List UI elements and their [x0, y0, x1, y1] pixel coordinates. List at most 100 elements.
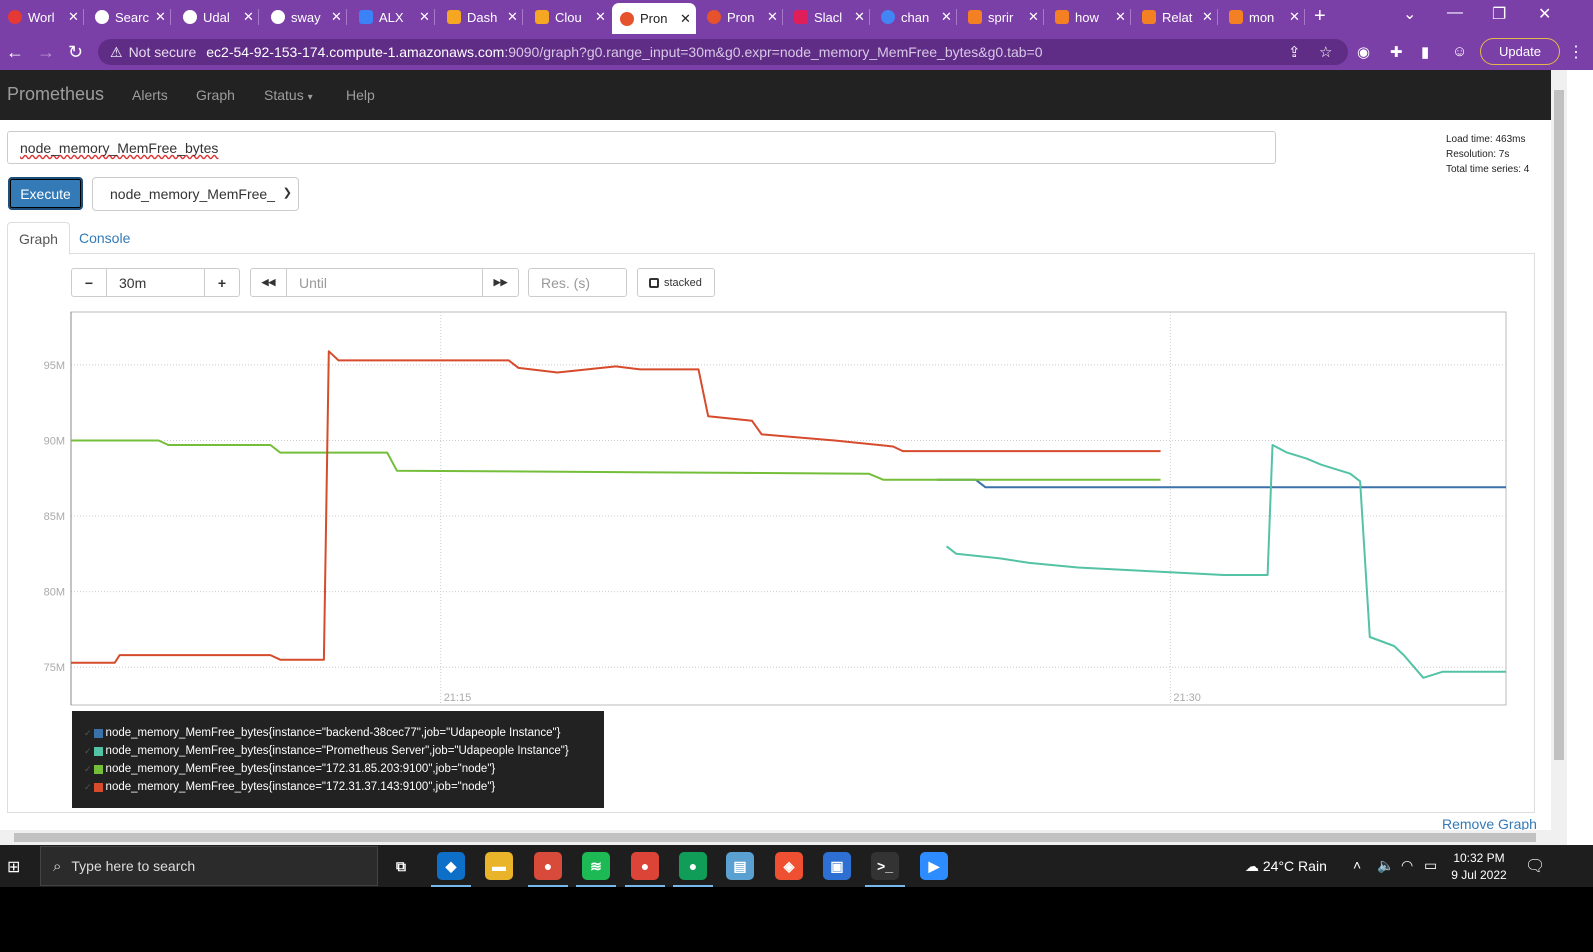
browser-tab[interactable]: mon ✕ — [1221, 5, 1305, 29]
close-tab-icon[interactable]: ✕ — [331, 9, 342, 24]
browser-tab[interactable]: Relat ✕ — [1134, 5, 1218, 29]
weather-widget[interactable]: ☁ 24°C Rain — [1245, 858, 1327, 875]
resolution-input[interactable]: Res. (s) — [528, 268, 627, 297]
tab-separator — [1043, 9, 1044, 25]
nav-graph[interactable]: Graph — [196, 87, 235, 103]
git-icon[interactable]: ◈ — [775, 852, 803, 880]
tab-console[interactable]: Console — [79, 230, 131, 246]
expression-input[interactable]: node_memory_MemFree_bytes — [7, 131, 1276, 164]
browser-tab[interactable]: Searc ✕ — [87, 5, 171, 29]
update-button[interactable]: Update — [1480, 38, 1560, 65]
forward-button[interactable]: ▶▶ — [482, 268, 519, 297]
tab-graph[interactable]: Graph — [7, 222, 70, 255]
browser-tab[interactable]: Clou ✕ — [527, 5, 611, 29]
bookmark-star-icon[interactable]: ☆ — [1319, 44, 1333, 61]
aws-box-icon — [535, 10, 549, 24]
range-input[interactable]: 30m — [106, 268, 205, 297]
chrome-profile-icon[interactable]: ● — [528, 852, 568, 887]
volume-icon[interactable]: 🔈 — [1377, 857, 1395, 873]
browser-tab[interactable]: chan ✕ — [873, 5, 957, 29]
nav-help[interactable]: Help — [346, 87, 375, 103]
brand-link[interactable]: Prometheus — [7, 84, 105, 104]
taskbar-search[interactable]: ⌕ Type here to search — [40, 846, 378, 886]
browser-tab[interactable]: Pron ✕ — [699, 5, 783, 29]
close-tab-icon[interactable]: ✕ — [767, 9, 778, 24]
browser-tab[interactable]: Worl ✕ — [0, 5, 84, 29]
range-decrease-button[interactable]: − — [71, 268, 107, 297]
browser-tab[interactable]: sprir ✕ — [960, 5, 1044, 29]
terminal-icon[interactable]: >_ — [865, 852, 905, 887]
windows-start-icon[interactable]: ⊞ — [7, 859, 21, 876]
close-tab-icon[interactable]: ✕ — [1028, 9, 1039, 24]
clock[interactable]: 10:32 PM 9 Jul 2022 — [1450, 850, 1508, 884]
scrollbar-thumb-vertical[interactable] — [1554, 90, 1564, 760]
browser-tab[interactable]: ALX ✕ — [351, 5, 435, 29]
legend-entry[interactable]: ✓ node_memory_MemFree_bytes{instance="Pro… — [84, 742, 604, 760]
task-view-icon[interactable]: ⧉ — [387, 852, 415, 880]
notification-icon[interactable]: 🗨 — [1525, 858, 1546, 875]
address-bar[interactable]: ⚠ Not secure ec2-54-92-153-174.compute-1… — [98, 39, 1348, 65]
file-explorer-icon[interactable]: ▬ — [485, 852, 513, 880]
legend-entry[interactable]: ✓ node_memory_MemFree_bytes{instance="172… — [84, 760, 604, 778]
notepad-icon[interactable]: ▤ — [726, 852, 754, 880]
browser-tab[interactable]: how ✕ — [1047, 5, 1131, 29]
sidepanel-icon[interactable]: ▮ — [1421, 44, 1430, 61]
menu-kebab-icon[interactable]: ⋮ — [1568, 44, 1584, 61]
nav-status[interactable]: Status ▾ — [264, 87, 313, 103]
reload-icon[interactable]: ↻ — [68, 42, 84, 62]
spotify-icon[interactable]: ≋ — [576, 852, 616, 887]
close-tab-icon[interactable]: ✕ — [941, 9, 952, 24]
close-tab-icon[interactable]: ✕ — [854, 9, 865, 24]
tab-separator — [956, 9, 957, 25]
remote-desktop-icon[interactable]: ▣ — [823, 852, 851, 880]
forward-icon[interactable]: → — [37, 42, 55, 62]
browser-tab[interactable]: Slacl ✕ — [786, 5, 870, 29]
close-tab-icon[interactable]: ✕ — [1289, 9, 1300, 24]
horizontal-scrollbar[interactable] — [0, 830, 1551, 845]
tab-title: Clou — [555, 9, 582, 25]
legend-entry[interactable]: ✓ node_memory_MemFree_bytes{instance="bac… — [84, 724, 604, 742]
close-tab-icon[interactable]: ✕ — [243, 9, 254, 24]
stacked-toggle[interactable]: stacked — [637, 268, 715, 297]
puzzle-icon[interactable]: ✚ — [1390, 44, 1403, 61]
browser-tab[interactable]: sway ✕ — [263, 5, 347, 29]
battery-icon[interactable]: ▭ — [1424, 857, 1438, 873]
close-tab-icon[interactable]: ✕ — [1202, 9, 1213, 24]
close-tab-icon[interactable]: ✕ — [680, 10, 691, 26]
until-input[interactable]: Until — [286, 268, 483, 297]
close-tab-icon[interactable]: ✕ — [595, 9, 606, 24]
close-tab-icon[interactable]: ✕ — [155, 9, 166, 24]
remove-graph-link[interactable]: Remove Graph — [1442, 816, 1537, 832]
vertical-scrollbar[interactable] — [1551, 70, 1567, 845]
range-increase-button[interactable]: + — [204, 268, 240, 297]
close-window-icon[interactable]: ✕ — [1538, 6, 1552, 23]
tab-separator — [1130, 9, 1131, 25]
rewind-button[interactable]: ◀◀ — [250, 268, 287, 297]
restore-icon[interactable]: ❐ — [1492, 6, 1507, 23]
nav-alerts[interactable]: Alerts — [132, 87, 168, 103]
execute-button[interactable]: Execute — [8, 177, 83, 210]
chrome-icon[interactable]: ● — [625, 852, 665, 887]
legend-entry[interactable]: ✓ node_memory_MemFree_bytes{instance="172… — [84, 778, 604, 796]
close-tab-icon[interactable]: ✕ — [507, 9, 518, 24]
tray-chevron-icon[interactable]: ˄ — [1353, 857, 1362, 873]
close-tab-icon[interactable]: ✕ — [1115, 9, 1126, 24]
vscode-icon[interactable]: ◆ — [431, 852, 471, 887]
extension-icon[interactable]: ◉ — [1357, 44, 1371, 61]
close-tab-icon[interactable]: ✕ — [419, 9, 430, 24]
close-tab-icon[interactable]: ✕ — [68, 9, 79, 24]
scrollbar-thumb[interactable] — [14, 833, 1536, 842]
profile-avatar-icon[interactable]: ☺ — [1452, 43, 1468, 60]
browser-tab[interactable]: Pron ✕ — [612, 3, 696, 34]
minimize-icon[interactable]: — — [1447, 4, 1463, 21]
back-icon[interactable]: ← — [6, 42, 24, 62]
share-icon[interactable]: ⇪ — [1288, 44, 1301, 61]
browser-tab[interactable]: Udal ✕ — [175, 5, 259, 29]
browser-tab[interactable]: Dash ✕ — [439, 5, 523, 29]
metric-select[interactable]: node_memory_MemFree_ ❯ — [92, 177, 299, 211]
new-tab-button[interactable]: + — [1314, 5, 1326, 27]
zoom-icon[interactable]: ▶ — [920, 852, 948, 880]
wifi-icon[interactable]: ◠ — [1401, 857, 1414, 873]
tab-search-icon[interactable]: ⌄ — [1403, 6, 1417, 23]
chrome-2-icon[interactable]: ● — [673, 852, 713, 887]
